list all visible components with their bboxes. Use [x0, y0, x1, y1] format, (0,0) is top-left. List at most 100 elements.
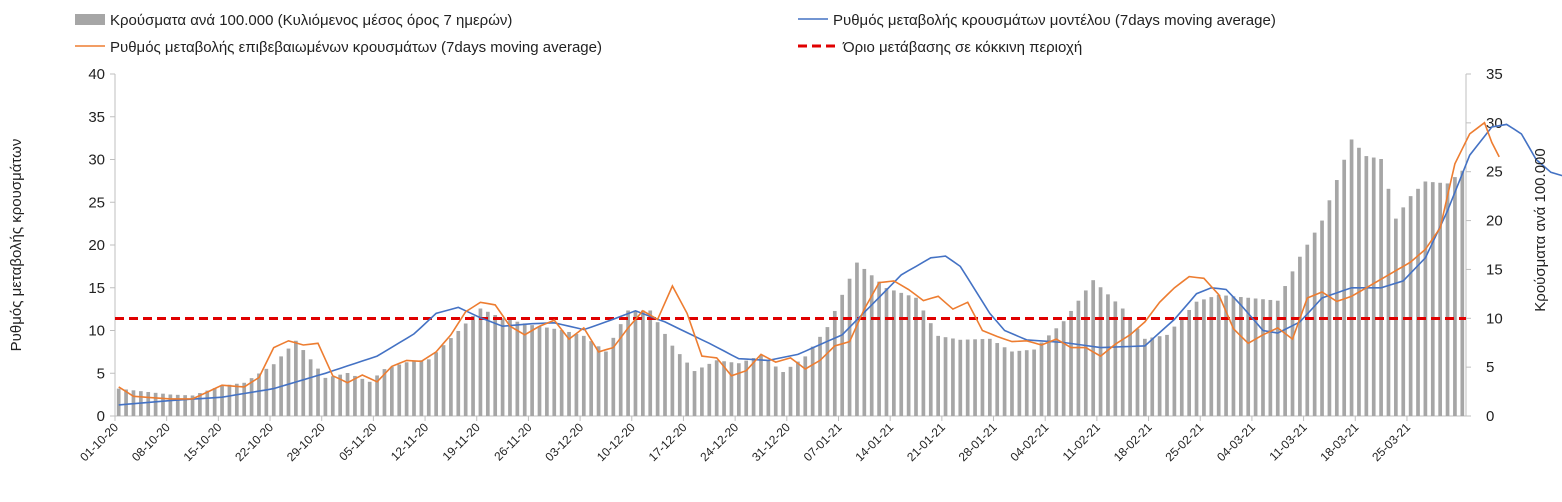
- bar: [1386, 188, 1391, 416]
- x-tick-label: 17-12-20: [646, 420, 690, 464]
- bar: [736, 363, 741, 416]
- bar: [618, 324, 623, 416]
- bar: [1312, 232, 1317, 416]
- bar: [1371, 157, 1376, 416]
- bar: [389, 366, 394, 416]
- bar: [1327, 200, 1332, 416]
- bar: [463, 323, 468, 416]
- bar: [1460, 170, 1465, 416]
- bar: [1253, 298, 1258, 416]
- bar: [330, 376, 335, 416]
- bar: [581, 335, 586, 416]
- bar: [825, 327, 830, 416]
- bar: [1010, 351, 1014, 416]
- bar: [633, 310, 638, 416]
- bar: [1298, 256, 1302, 416]
- bar: [928, 323, 933, 416]
- y-left-tick-label: 0: [97, 408, 105, 425]
- bar: [286, 348, 291, 416]
- bar: [1342, 159, 1347, 416]
- bar: [1408, 196, 1413, 416]
- x-tick-label: 01-10-20: [77, 420, 121, 464]
- y-left-axis-title: Ρυθμός μεταβολής κρουσμάτων: [8, 139, 25, 352]
- x-tick-label: 21-01-21: [904, 420, 948, 464]
- x-tick-label: 22-10-20: [232, 420, 276, 464]
- bar: [1305, 244, 1310, 416]
- bar: [626, 310, 630, 416]
- bar: [936, 335, 940, 416]
- bar: [441, 345, 446, 416]
- x-tick-label: 31-12-20: [749, 420, 793, 464]
- legend-label-confirmed: Ρυθμός μεταβολής επιβεβαιωμένων κρουσμάτ…: [110, 39, 602, 56]
- bar: [611, 337, 616, 416]
- bar: [1069, 310, 1073, 416]
- bar: [220, 385, 224, 416]
- y-left-ticks: 0 5 10 15 20 25 30 35 40: [88, 66, 115, 425]
- bar: [1120, 308, 1125, 416]
- bar: [567, 331, 571, 416]
- bar: [810, 346, 815, 416]
- bar: [198, 393, 202, 416]
- bar: [648, 310, 653, 416]
- bar: [493, 315, 498, 416]
- bar: [855, 262, 859, 416]
- bar: [1238, 297, 1243, 416]
- bar: [589, 341, 594, 416]
- legend-swatch-bars: [75, 14, 105, 25]
- bar: [1261, 299, 1265, 416]
- bar: [796, 361, 800, 416]
- bar: [862, 268, 867, 416]
- bar: [722, 361, 726, 416]
- bar: [1202, 299, 1206, 416]
- bar: [1283, 286, 1287, 416]
- legend: Κρούσματα ανά 100.000 (Κυλιόμενος μέσος …: [75, 12, 1276, 56]
- y-right-tick-label: 25: [1486, 164, 1503, 181]
- x-tick-label: 12-11-20: [388, 420, 431, 463]
- bar: [596, 346, 601, 416]
- y-left-tick-label: 25: [88, 194, 105, 211]
- x-tick-label: 25-02-21: [1162, 420, 1206, 464]
- bar: [781, 372, 785, 416]
- bar: [1032, 349, 1036, 416]
- bar: [530, 325, 534, 416]
- bar: [714, 360, 719, 416]
- model-line: [118, 123, 1562, 406]
- bar: [899, 292, 904, 416]
- bar: [1423, 181, 1428, 416]
- bar: [242, 382, 247, 416]
- y-right-tick-label: 35: [1486, 66, 1503, 83]
- bar: [1268, 299, 1273, 416]
- y-right-tick-label: 10: [1486, 310, 1503, 327]
- bar: [729, 362, 734, 416]
- bar: [1143, 338, 1147, 416]
- bar: [234, 383, 239, 416]
- y-left-tick-label: 10: [88, 323, 105, 340]
- bar: [146, 391, 151, 416]
- y-left-tick-label: 5: [97, 365, 105, 382]
- bar: [257, 373, 261, 416]
- legend-label-model: Ρυθμός μεταβολής κρουσμάτων μοντέλου (7d…: [833, 12, 1276, 29]
- y-left-tick-label: 40: [88, 66, 105, 83]
- bar: [308, 359, 313, 416]
- x-tick-label: 24-12-20: [697, 420, 741, 464]
- bar: [190, 395, 195, 416]
- bar: [906, 295, 911, 416]
- bar: [1002, 347, 1007, 416]
- bar: [1017, 350, 1022, 416]
- bar: [1165, 334, 1169, 416]
- x-tick-label: 29-10-20: [284, 420, 328, 464]
- bar: [685, 362, 689, 416]
- bar: [301, 350, 306, 416]
- bar: [1430, 182, 1435, 416]
- bar: [161, 393, 165, 416]
- bar: [1054, 328, 1059, 416]
- bar: [840, 294, 845, 416]
- x-tick-label: 03-12-20: [542, 420, 586, 464]
- bar: [412, 361, 416, 416]
- bar: [877, 281, 881, 416]
- bar: [345, 373, 350, 416]
- legend-label-bars: Κρούσματα ανά 100.000 (Κυλιόμενος μέσος …: [110, 12, 512, 29]
- bar: [323, 377, 328, 416]
- bar: [604, 351, 608, 416]
